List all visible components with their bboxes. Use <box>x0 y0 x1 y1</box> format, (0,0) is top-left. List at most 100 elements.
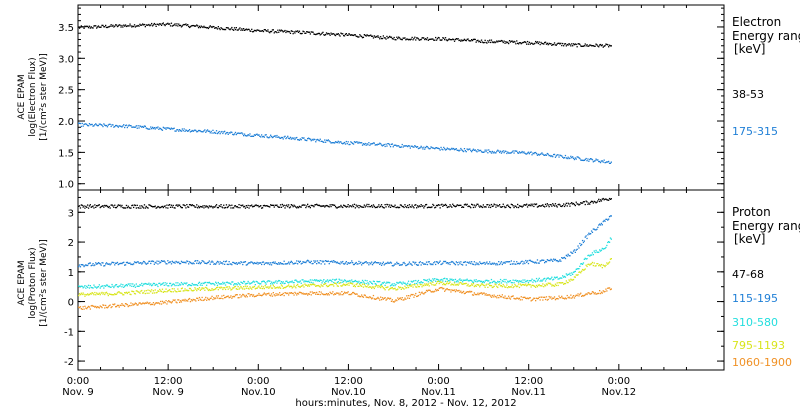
data-point <box>343 284 346 286</box>
data-point <box>527 262 530 265</box>
data-point <box>163 260 165 262</box>
data-point <box>225 204 228 206</box>
data-point <box>266 286 268 289</box>
data-point <box>124 207 126 209</box>
data-point <box>568 273 570 276</box>
data-point <box>290 138 292 140</box>
data-point <box>354 207 356 209</box>
data-point <box>182 283 184 286</box>
data-point <box>438 204 440 206</box>
data-point <box>444 260 447 263</box>
data-point <box>139 125 141 127</box>
data-point <box>93 25 95 27</box>
data-point <box>292 292 294 294</box>
data-point <box>403 288 405 290</box>
data-point <box>531 278 533 280</box>
data-point <box>473 204 475 206</box>
data-point <box>454 206 457 208</box>
data-point <box>501 294 503 296</box>
data-point <box>608 261 611 263</box>
data-point <box>133 206 135 209</box>
data-point <box>483 151 485 153</box>
data-point <box>131 285 133 287</box>
data-point <box>344 292 347 294</box>
data-point <box>251 135 253 137</box>
data-point <box>122 284 124 286</box>
data-point <box>521 206 523 208</box>
data-point <box>329 284 331 286</box>
data-point <box>418 262 420 264</box>
electron-legend-entry-175-315: 175-315 <box>732 125 778 138</box>
data-point <box>80 204 82 206</box>
data-point <box>575 201 577 203</box>
data-point <box>327 205 329 208</box>
data-point <box>115 262 117 264</box>
data-point <box>486 204 488 206</box>
data-point <box>216 28 219 30</box>
data-point <box>115 206 118 209</box>
data-point <box>106 284 109 286</box>
data-point <box>368 286 370 289</box>
data-point <box>287 206 289 208</box>
data-point <box>606 161 608 163</box>
data-point <box>207 207 210 209</box>
data-point <box>463 38 466 40</box>
data-point <box>125 303 128 305</box>
data-point <box>215 27 217 29</box>
data-point <box>167 22 169 24</box>
data-point <box>586 237 588 240</box>
data-point <box>299 280 301 282</box>
data-point <box>225 27 228 29</box>
data-point <box>599 223 601 225</box>
data-point <box>138 25 140 27</box>
data-point <box>449 263 451 266</box>
data-point <box>135 125 137 127</box>
data-point <box>246 285 248 287</box>
data-point <box>358 36 360 38</box>
data-point <box>104 307 106 309</box>
data-point <box>496 150 498 152</box>
data-point <box>509 298 512 300</box>
data-point <box>458 204 460 207</box>
data-point <box>147 289 149 291</box>
data-point <box>462 40 464 42</box>
electron-y-tick-label: 3.0 <box>58 54 74 65</box>
data-point <box>599 224 602 226</box>
data-point <box>402 262 404 264</box>
data-point <box>423 207 425 209</box>
data-point <box>500 296 503 298</box>
data-point <box>115 24 118 26</box>
data-point <box>428 278 430 280</box>
data-point <box>89 262 91 264</box>
data-point <box>410 280 412 282</box>
data-point <box>566 294 568 297</box>
data-point <box>270 135 273 138</box>
data-point <box>566 157 568 160</box>
data-point <box>429 280 431 282</box>
data-point <box>470 207 472 209</box>
data-point <box>453 282 456 284</box>
data-point <box>529 43 531 45</box>
data-point <box>561 282 563 284</box>
data-point <box>336 285 338 287</box>
data-point <box>355 204 357 206</box>
data-point <box>402 37 404 39</box>
data-point <box>253 285 256 288</box>
data-point <box>442 288 444 290</box>
data-point <box>513 152 515 154</box>
data-point <box>361 206 364 208</box>
data-point <box>207 298 210 301</box>
data-point <box>414 145 416 147</box>
data-point <box>415 286 417 288</box>
data-point <box>202 26 204 29</box>
data-point <box>205 206 207 208</box>
data-point <box>339 263 341 265</box>
data-point <box>449 204 451 206</box>
data-point <box>307 31 309 33</box>
data-point <box>220 286 222 288</box>
data-point <box>159 127 161 129</box>
data-point <box>355 280 357 283</box>
data-point <box>123 124 125 126</box>
data-point <box>224 28 226 31</box>
data-point <box>417 206 420 208</box>
